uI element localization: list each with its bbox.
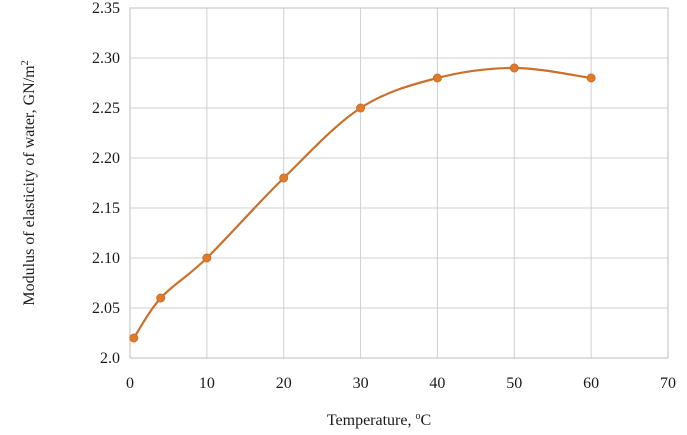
data-point	[432, 73, 442, 83]
x-tick-label: 40	[429, 375, 445, 392]
y-tick-label: 2.05	[92, 300, 120, 317]
y-axis-title-sup: 2	[20, 60, 31, 65]
y-tick-label: 2.0	[100, 350, 120, 367]
data-point	[509, 63, 519, 73]
x-tick-label: 20	[276, 375, 292, 392]
x-tick-label: 10	[199, 375, 215, 392]
data-point	[129, 333, 139, 343]
y-tick-label: 2.20	[92, 150, 120, 167]
y-tick-label: 2.15	[92, 200, 120, 217]
data-point	[586, 73, 596, 83]
y-tick-label: 2.30	[92, 50, 120, 67]
series-markers	[129, 63, 596, 343]
x-tick-label: 70	[660, 375, 676, 392]
series-line	[132, 66, 592, 339]
x-axis-title: Temperature, oC	[327, 411, 431, 429]
x-tick-label: 50	[506, 375, 522, 392]
x-tick-label: 0	[126, 375, 134, 392]
y-axis-title: Modulus of elasticity of water, GN/m2	[20, 60, 38, 305]
y-tick-label: 2.25	[92, 100, 120, 117]
data-point	[156, 293, 166, 303]
x-axis-title-text: Temperature,	[327, 412, 416, 429]
x-tick-labels: 0 10 20 30 40 50 60 70	[126, 375, 676, 392]
data-point	[279, 173, 289, 183]
grid	[129, 7, 669, 359]
y-tick-labels: 2.0 2.05 2.10 2.15 2.20 2.25 2.30 2.35	[92, 0, 120, 367]
x-axis-title-sup: o	[415, 411, 420, 422]
x-axis-title-suffix: C	[420, 412, 431, 429]
x-tick-label: 30	[353, 375, 369, 392]
x-tick-label: 60	[583, 375, 599, 392]
y-axis-title-text: Modulus of elasticity of water, GN/m	[21, 65, 38, 306]
data-point	[202, 253, 212, 263]
data-point	[356, 103, 366, 113]
y-tick-label: 2.35	[92, 0, 120, 17]
plot-frame	[129, 7, 669, 359]
y-tick-label: 2.10	[92, 250, 120, 267]
